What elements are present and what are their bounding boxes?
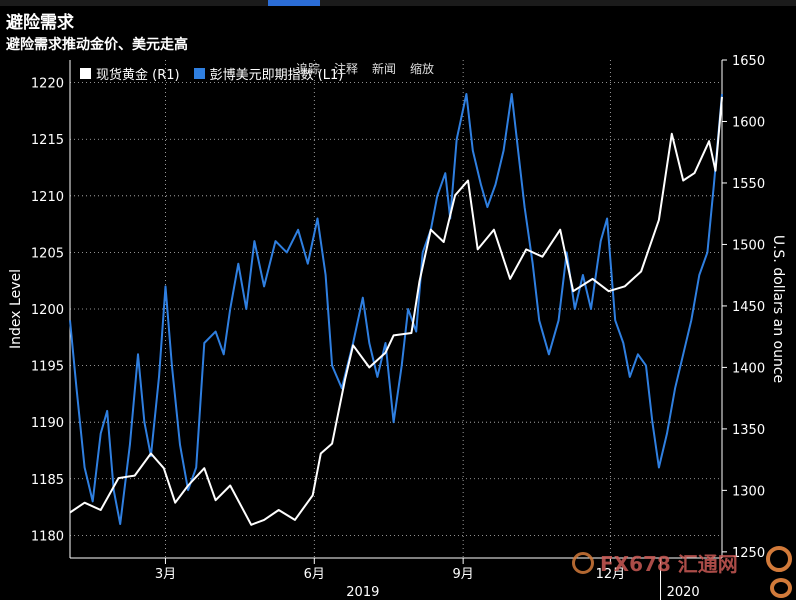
x-tick-label: 3月 [155,567,176,582]
overlay-news[interactable]: 新闻 [372,62,397,76]
x-tick-label: 12月 [596,567,626,582]
legend-swatch-gold [80,67,91,79]
left-tick-label: 1195 [31,360,64,375]
series-lines [69,93,723,526]
x-tick-label: 9月 [453,567,474,582]
left-tick-label: 1200 [31,303,64,318]
left-tick-label: 1185 [31,473,64,488]
right-tick-label: 1450 [732,300,765,315]
series-line-dollar [69,93,723,525]
right-tick-label: 1650 [732,54,765,69]
legend-label-gold: 现货黄金 (R1) [96,67,180,83]
watermark: FX678 汇通网 [572,548,738,577]
legend-label-dollar: 彭博美元即期指数 (L1) [209,67,344,83]
left-tick-label: 1190 [31,416,64,431]
right-tick-label: 1250 [732,546,765,561]
right-tick-label: 1500 [732,238,765,253]
toolbar-overlay: 追踪 注释 新闻 缩放 [296,60,434,77]
legend-item-dollar: 彭博美元即期指数 (L1) [193,64,344,83]
right-tick-label: 1350 [732,423,765,438]
overlay-zoom[interactable]: 缩放 [410,62,435,76]
watermark-logo-icon [572,551,594,574]
right-tick-label: 1550 [732,177,765,192]
x-tick-label: 6月 [304,567,325,582]
chart-subtitle: 避险需求推动金价、美元走高 [6,37,188,53]
watermark-gear-icon-2 [770,578,792,598]
left-tick-label: 1215 [31,133,64,148]
right-tick-label: 1300 [732,484,765,499]
year-label: 2019 [346,585,379,600]
chart-title: 避险需求 [6,13,74,33]
watermark-text: FX678 汇通网 [600,552,738,576]
overlay-annotate[interactable]: 注释 [334,62,359,76]
year-label: 2020 [667,585,700,600]
toolbar-active-tab [268,0,320,6]
right-tick-label: 1600 [732,115,765,130]
legend: 现货黄金 (R1) 彭博美元即期指数 (L1) [80,62,357,84]
legend-swatch-dollar [193,67,205,79]
left-tick-label: 1220 [31,77,64,92]
top-toolbar-strip [0,0,796,6]
left-tick-label: 1210 [31,190,64,205]
axes [69,59,727,600]
right-tick-label: 1400 [732,361,765,376]
legend-item-gold: 现货黄金 (R1) [80,64,180,83]
axis-labels: 1180 1185 1190 1195 1200 1205 1210 1215 1220 1250… [8,54,786,600]
watermark-gear-icon [766,546,792,572]
right-axis-title: U.S. dollars an ounce [770,235,786,383]
left-tick-label: 1205 [31,246,64,261]
series-line-gold [69,96,723,526]
left-axis-title: Index Level [8,269,24,349]
overlay-track[interactable]: 追踪 [296,62,321,76]
left-tick-label: 1180 [31,529,64,544]
